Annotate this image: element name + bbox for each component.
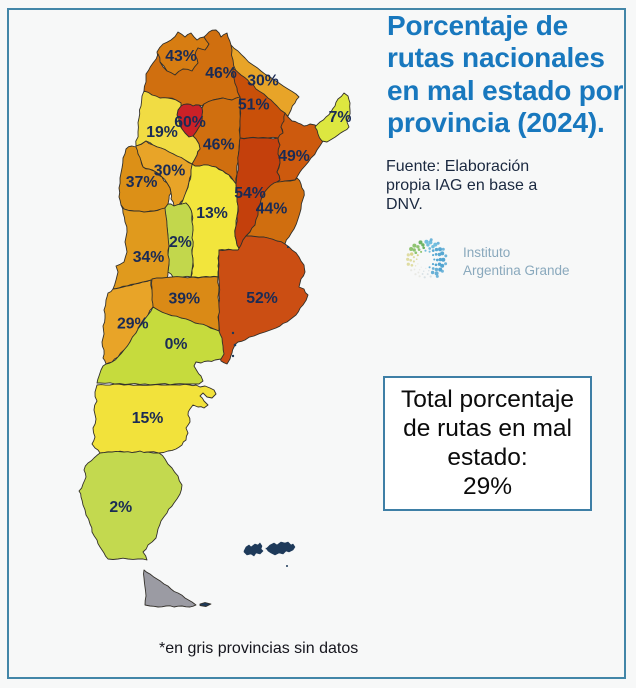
svg-text:0%: 0% bbox=[165, 336, 188, 353]
svg-text:46%: 46% bbox=[203, 137, 235, 154]
svg-text:52%: 52% bbox=[246, 290, 278, 307]
svg-text:15%: 15% bbox=[132, 410, 164, 427]
svg-text:43%: 43% bbox=[165, 48, 197, 65]
svg-text:44%: 44% bbox=[256, 201, 288, 218]
svg-text:7%: 7% bbox=[329, 109, 352, 126]
svg-text:51%: 51% bbox=[238, 97, 270, 114]
svg-text:30%: 30% bbox=[154, 163, 186, 180]
svg-text:54%: 54% bbox=[234, 185, 266, 202]
svg-text:30%: 30% bbox=[247, 73, 279, 90]
svg-text:19%: 19% bbox=[146, 124, 178, 141]
svg-text:34%: 34% bbox=[133, 249, 165, 266]
svg-text:29%: 29% bbox=[117, 316, 149, 333]
svg-text:46%: 46% bbox=[205, 65, 237, 82]
svg-text:2%: 2% bbox=[109, 499, 132, 516]
svg-text:60%: 60% bbox=[174, 114, 206, 131]
svg-text:37%: 37% bbox=[126, 174, 158, 191]
svg-text:13%: 13% bbox=[196, 205, 228, 222]
svg-text:49%: 49% bbox=[278, 148, 310, 165]
svg-text:2%: 2% bbox=[169, 234, 192, 251]
svg-text:39%: 39% bbox=[168, 291, 200, 308]
